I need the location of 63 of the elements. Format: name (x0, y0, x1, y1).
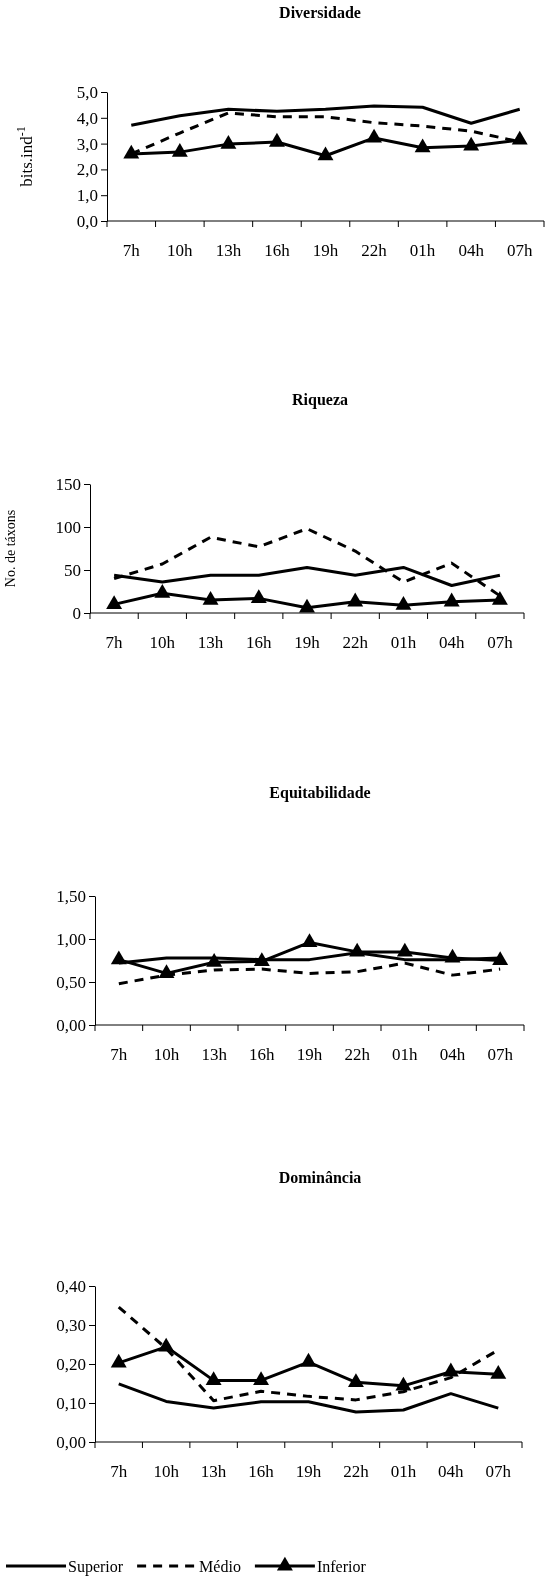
x-tick-label: 04h (458, 241, 485, 260)
x-tick-label: 7h (105, 633, 124, 652)
y-tick-label: 2,0 (76, 160, 98, 180)
y-axis-title: No. de táxons (3, 509, 18, 588)
legend-label: Superior (68, 1558, 124, 1576)
chart-title: Diversidade (279, 4, 361, 21)
chart-title: Equitabilidade (269, 784, 371, 802)
y-tick-label: 0,30 (56, 1315, 86, 1335)
legend-label: Inferior (316, 1558, 367, 1575)
x-tick-label: 19h (296, 1045, 323, 1064)
x-tick-label: 19h (294, 633, 321, 652)
x-tick-label: 16h (246, 633, 273, 652)
chart-title: Riqueza (292, 391, 348, 409)
x-tick-label: 13h (197, 633, 224, 652)
x-tick-label: 01h (390, 633, 417, 652)
x-tick-label: 10h (167, 241, 194, 260)
y-tick-label: 0,0 (76, 211, 98, 231)
x-tick-label: 7h (110, 1045, 128, 1064)
x-tick-label: 07h (487, 1045, 514, 1064)
x-tick-label: 7h (110, 1462, 128, 1481)
x-tick-label: 16h (249, 1045, 276, 1064)
y-tick-label: 1,50 (56, 886, 86, 906)
x-tick-label: 04h (438, 1462, 465, 1481)
x-tick-label: 22h (361, 241, 388, 260)
y-tick-label: 5,0 (76, 82, 98, 102)
x-tick-label: 01h (392, 1045, 419, 1064)
x-tick-label: 16h (264, 241, 291, 260)
x-tick-label: 16h (248, 1462, 275, 1481)
x-tick-label: 07h (506, 241, 533, 260)
chart-title: Dominância (278, 1169, 362, 1186)
y-tick-label: 50 (64, 560, 81, 580)
legend-label: Médio (199, 1558, 241, 1575)
y-tick-label: 1,0 (76, 186, 98, 206)
y-tick-label: 0,20 (56, 1354, 86, 1374)
x-tick-label: 13h (200, 1462, 227, 1481)
x-tick-label: 10h (153, 1462, 180, 1481)
y-tick-label: 3,0 (76, 134, 98, 154)
x-tick-label: 01h (390, 1462, 417, 1481)
y-tick-label: 0,00 (56, 1432, 86, 1452)
y-tick-label: 150 (55, 474, 81, 494)
x-tick-label: 22h (343, 1462, 370, 1481)
x-tick-label: 22h (342, 633, 369, 652)
x-tick-label: 13h (215, 241, 242, 260)
y-tick-label: 0,00 (56, 1015, 86, 1035)
y-tick-label: 0 (72, 603, 81, 623)
x-tick-label: 01h (409, 241, 436, 260)
x-tick-label: 04h (439, 1045, 466, 1064)
x-tick-label: 19h (312, 241, 339, 260)
y-tick-label: 0,40 (56, 1276, 86, 1296)
x-tick-label: 13h (201, 1045, 228, 1064)
x-tick-label: 7h (122, 241, 141, 260)
x-tick-label: 04h (438, 633, 465, 652)
x-tick-label: 22h (344, 1045, 371, 1064)
x-tick-label: 19h (295, 1462, 322, 1481)
y-tick-label: 0,10 (56, 1393, 86, 1413)
x-tick-label: 07h (487, 633, 514, 652)
x-tick-label: 07h (485, 1462, 512, 1481)
y-tick-label: 4,0 (76, 108, 98, 128)
y-tick-label: 0,50 (56, 972, 86, 992)
x-tick-label: 10h (153, 1045, 180, 1064)
x-tick-label: 10h (149, 633, 176, 652)
y-tick-label: 1,00 (56, 929, 86, 949)
y-tick-label: 100 (55, 517, 81, 537)
